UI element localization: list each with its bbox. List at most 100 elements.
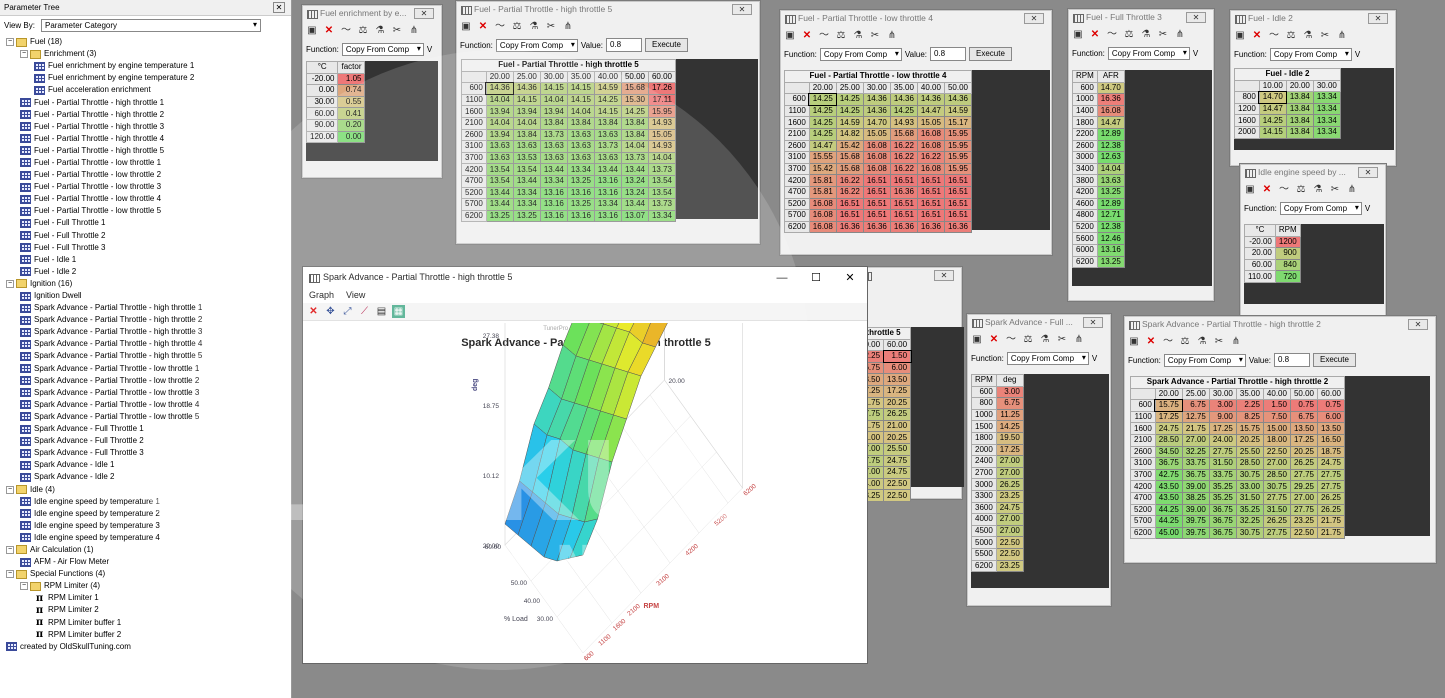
table-cell[interactable]: 36.75 [1208, 526, 1237, 540]
tree-item[interactable]: Fuel - Partial Throttle - low throttle 1 [0, 157, 291, 169]
table-cell[interactable]: 840 [1274, 258, 1301, 272]
table-cell[interactable]: 16.08 [916, 127, 945, 141]
table-cell[interactable]: 6.75 [1289, 410, 1318, 424]
table-cell[interactable]: 27.75 [1262, 526, 1291, 540]
tree-item[interactable]: − Special Functions (4) [0, 568, 291, 580]
table-cell[interactable]: 16.08 [916, 162, 945, 176]
tree-item[interactable]: Spark Advance - Partial Throttle - low t… [0, 411, 291, 423]
graph-icon[interactable]: 〜 [1163, 336, 1173, 347]
window-titlebar[interactable]: Idle engine speed by ... ✕ [1240, 164, 1386, 181]
table-cell[interactable]: 13.54 [647, 186, 677, 200]
table-cell[interactable]: 30.75 [1262, 480, 1291, 493]
graph-icon[interactable]: 〜 [819, 30, 829, 41]
table-cell[interactable]: 13.84 [620, 128, 649, 142]
graph-window-titlebar[interactable]: Spark Advance - Partial Throttle - high … [303, 267, 867, 289]
table-cell[interactable]: 27.00 [1289, 491, 1318, 505]
table-cell[interactable]: 14.47 [1258, 102, 1287, 116]
table-cell[interactable]: 13.44 [539, 163, 568, 176]
table-cell[interactable]: 14.04 [512, 116, 541, 130]
table-cell[interactable]: 14.36 [916, 93, 945, 106]
table-cell[interactable]: 12.63 [1096, 151, 1125, 164]
table-cell[interactable]: 12.71 [1096, 209, 1125, 222]
tree-toggle-icon[interactable]: − [6, 545, 14, 554]
delete-icon[interactable]: ✕ [478, 21, 488, 32]
table-cell[interactable]: 30.75 [1235, 468, 1264, 482]
table-cell[interactable]: 17.26 [647, 82, 677, 95]
table-cell[interactable]: 13.34 [1312, 114, 1341, 127]
tree-item[interactable]: Fuel - Full Throttle 2 [0, 230, 291, 242]
table-cell[interactable]: 31.50 [1208, 457, 1237, 470]
table-cell[interactable]: 20.25 [883, 431, 912, 444]
flash-icon[interactable]: ⚗ [1303, 30, 1313, 41]
table-cell[interactable]: 36.75 [1208, 515, 1237, 528]
tools-icon[interactable]: ✂ [546, 21, 556, 32]
tree-item[interactable]: Fuel enrichment by engine temperature 1 [0, 60, 291, 72]
compare-icon[interactable]: ⚖ [1286, 30, 1296, 41]
table-cell[interactable]: 24.75 [883, 466, 912, 479]
table-cell[interactable]: 13.94 [512, 105, 541, 118]
function-select[interactable]: Copy From Comp [1163, 353, 1246, 367]
table-cell[interactable]: 22.50 [995, 547, 1024, 561]
table-cell[interactable]: 26.25 [883, 408, 912, 421]
table-cell[interactable]: 16.51 [835, 209, 864, 222]
table-cell[interactable]: 17.25 [1154, 410, 1183, 424]
table-cell[interactable]: 13.84 [1285, 114, 1314, 127]
tree-item[interactable]: Spark Advance - Idle 2 [0, 471, 291, 483]
tree-item[interactable]: Ignition Dwell [0, 290, 291, 302]
table-cell[interactable]: 13.34 [539, 174, 568, 188]
table-cell[interactable]: 27.75 [1289, 503, 1318, 517]
save-icon[interactable]: ▣ [307, 25, 317, 36]
table-cell[interactable]: 13.63 [593, 128, 622, 142]
table-cell[interactable]: 39.00 [1181, 503, 1210, 517]
table-cell[interactable]: 12.75 [1181, 410, 1210, 424]
tree-item[interactable]: Idle engine speed by temperature 3 [0, 520, 291, 532]
table-cell[interactable]: 27.00 [995, 466, 1024, 480]
tree-item[interactable]: Spark Advance - Partial Throttle - low t… [0, 363, 291, 375]
table-cell[interactable]: 14.15 [1258, 125, 1287, 139]
table-cell[interactable]: 22.50 [1262, 445, 1291, 459]
window-close-button[interactable]: ✕ [1186, 12, 1206, 23]
table-cell[interactable]: 29.25 [1289, 480, 1318, 493]
window-close-button[interactable]: ✕ [1408, 319, 1428, 330]
table-cell[interactable]: 43.50 [1154, 491, 1183, 505]
table-cell[interactable]: 16.36 [916, 220, 945, 234]
table-cell[interactable]: 32.25 [1181, 445, 1210, 459]
table-cell[interactable]: 16.22 [889, 151, 918, 164]
tree-item[interactable]: − RPM Limiter (4) [0, 580, 291, 592]
table-cell[interactable]: 13.44 [485, 198, 514, 211]
table-cell[interactable]: 14.25 [808, 92, 838, 107]
table-cell[interactable]: 15.05 [647, 128, 677, 142]
tree-item[interactable]: Idle engine speed by temperature 4 [0, 532, 291, 544]
value-input[interactable]: 0.8 [930, 47, 966, 61]
table-cell[interactable]: 16.51 [835, 197, 864, 211]
table-cell[interactable]: 14.04 [485, 93, 514, 107]
save-icon[interactable]: ▣ [972, 334, 982, 345]
table-cell[interactable]: 32.25 [1235, 515, 1264, 528]
table-cell[interactable]: 27.00 [1181, 433, 1210, 447]
table-cell[interactable]: 28.50 [1262, 468, 1291, 482]
flash-icon[interactable]: ⚗ [1040, 334, 1050, 345]
table-cell[interactable]: 6.75 [1181, 399, 1210, 412]
table-cell[interactable]: 14.04 [539, 93, 568, 107]
tools-icon[interactable]: ✂ [1320, 30, 1330, 41]
table-cell[interactable]: 13.16 [539, 198, 568, 211]
table-cell[interactable]: 13.53 [512, 151, 541, 165]
window-close-button[interactable]: ✕ [1358, 167, 1378, 178]
table-cell[interactable]: 14.04 [620, 140, 649, 153]
spark-surface-chart[interactable]: TunerPro - Version 5.00 Spark Advance - … [303, 323, 867, 663]
table-cell[interactable]: 13.94 [485, 105, 514, 118]
table-cell[interactable]: 14.25 [808, 116, 837, 129]
tree-item[interactable]: Fuel - Partial Throttle - low throttle 5 [0, 205, 291, 217]
sync-icon[interactable]: ⋔ [409, 25, 419, 36]
flash-icon[interactable]: ⚗ [529, 21, 539, 32]
table-cell[interactable]: 16.51 [916, 197, 945, 211]
table-cell[interactable]: 25.50 [1235, 445, 1264, 459]
table-cell[interactable]: 16.51 [889, 174, 918, 187]
surface-graph-icon[interactable]: ▤ [376, 306, 387, 317]
table-cell[interactable]: 14.82 [835, 127, 864, 141]
table-cell[interactable]: 13.16 [539, 209, 568, 223]
table-cell[interactable]: 26.25 [1262, 515, 1291, 528]
tree-item[interactable]: Spark Advance - Full Throttle 1 [0, 423, 291, 435]
table-cell[interactable]: 16.36 [889, 220, 918, 234]
table-cell[interactable]: 15.00 [1262, 422, 1291, 435]
